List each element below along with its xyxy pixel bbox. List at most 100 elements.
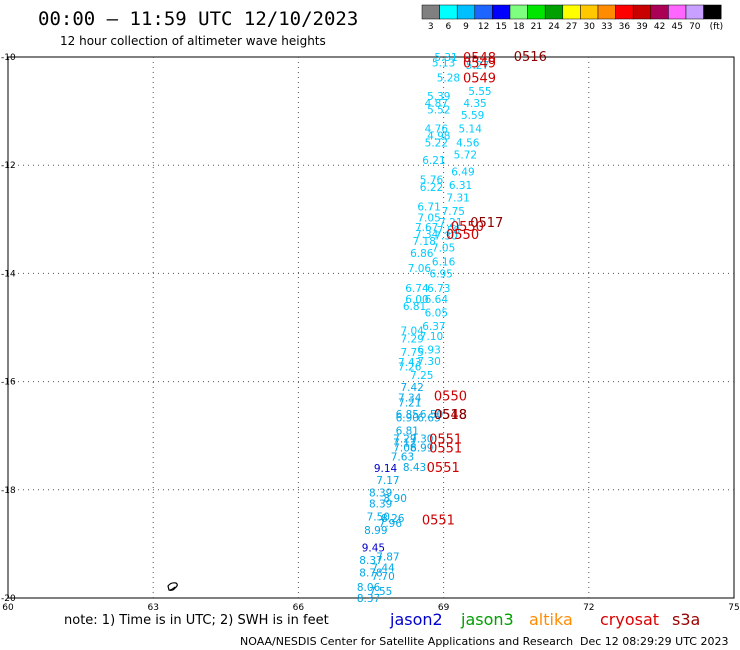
swh-value: 9.45 (362, 543, 385, 555)
swh-value: 7.10 (420, 331, 443, 343)
pass-time-label: 0548 (434, 408, 467, 423)
swh-value: 7.31 (446, 193, 469, 205)
x-tick-label: 72 (583, 603, 594, 613)
swh-value: 7.26 (398, 361, 422, 373)
swh-value: 4.98 (427, 130, 450, 142)
swh-values: 5.315.13 5.27 5.28 5.55 5.394.87 4.35 5.52 5.59… (357, 52, 492, 605)
y-tick-label: -10 (1, 53, 16, 63)
swh-value: 7.67 (415, 222, 438, 234)
swh-value: 7.12 (393, 438, 416, 450)
plot-frame (7, 56, 735, 599)
y-tick-label: -18 (1, 486, 16, 496)
swh-value: 8.37 (359, 555, 382, 567)
swh-value: 7.05 (417, 213, 440, 225)
swh-value: 7.17 (376, 475, 399, 487)
swh-value: 6.22 (420, 182, 443, 194)
swh-value: 8.90 (384, 493, 407, 505)
swh-value: 6.50 (420, 409, 443, 421)
swh-value: 6.74 (405, 283, 429, 295)
swh-value: 6.99 (410, 443, 433, 455)
y-tick-label: -20 (1, 594, 16, 604)
colorbar-swatch (597, 4, 616, 20)
pass-time-label: 0518 (434, 408, 467, 423)
swh-value: 7.06 (408, 263, 432, 275)
swh-value: 4.56 (456, 137, 480, 149)
swh-value: 8.78 (359, 568, 382, 580)
swh-value: 6.93 (417, 345, 440, 357)
swh-value: 7.04 (400, 326, 424, 338)
swh-value: 7.18 (413, 236, 436, 248)
swh-value: 7.30 (410, 433, 433, 445)
swh-value: 5.28 (437, 73, 460, 85)
colorbar-label: 70 (689, 22, 701, 32)
swh-value: 5.22 (425, 137, 448, 149)
pass-time-label: 0550 (451, 220, 484, 235)
colorbar-label: 33 (601, 22, 612, 32)
swh-value: 7.70 (371, 571, 394, 583)
swh-value: 8.37 (357, 593, 380, 605)
pass-time-label: 0551 (429, 442, 462, 457)
swh-value: 7.96 (379, 518, 403, 530)
pass-time-label: 0551 (429, 432, 462, 447)
chart-subtitle: 12 hour collection of altimeter wave hei… (60, 34, 326, 48)
pass-time-label: 0550 (446, 228, 479, 243)
colorbar-swatch (544, 4, 564, 20)
colorbar-label: 30 (583, 22, 595, 32)
satellite-legend-item: altika (529, 610, 573, 629)
colorbar-label: 18 (513, 22, 525, 32)
swh-value: 7.21 (398, 398, 421, 410)
swh-value: 6.49 (451, 167, 474, 179)
swh-value: 6.95 (429, 268, 452, 280)
swh-value: 7.42 (400, 382, 423, 394)
swh-value: 7.75 (400, 347, 423, 359)
pass-time-label: 0551 (422, 514, 455, 529)
y-tick-label: -16 (1, 378, 16, 388)
swh-value: 6.05 (425, 307, 448, 319)
x-tick-label: 63 (147, 603, 158, 613)
swh-value: 6.21 (422, 155, 445, 167)
colorbar-swatch (703, 4, 722, 20)
swh-value: 7.21 (439, 217, 462, 229)
satellite-legend-item: s3a (672, 610, 700, 629)
colorbar-label: 39 (636, 22, 648, 32)
swh-value: 7.29 (400, 333, 423, 345)
colorbar-label: 21 (531, 22, 542, 32)
swh-value: 8.99 (364, 525, 387, 537)
swh-value: 5.31 (434, 52, 457, 64)
swh-value: 9.14 (374, 463, 398, 475)
x-tick-label: 66 (293, 603, 305, 613)
colorbar-swatch (456, 4, 476, 20)
colorbar-swatch (509, 4, 528, 20)
swh-value: 7.63 (391, 451, 414, 463)
x-tick-label: 60 (2, 603, 14, 613)
pass-time-label: 0550 (434, 390, 467, 405)
swh-value: 4.76 (425, 123, 449, 135)
swh-value: 7.75 (442, 206, 465, 218)
swh-value: 7.58 (437, 225, 460, 237)
colorbar-label: 42 (654, 22, 665, 32)
swh-value: 5.55 (468, 86, 491, 98)
swh-value: 7.30 (434, 231, 457, 243)
swh-value: 6.90 (396, 412, 419, 424)
swh-value: 6.71 (417, 201, 440, 213)
colorbar-label: 6 (446, 22, 452, 32)
colorbar-label: 27 (566, 22, 577, 32)
colorbar-swatch (632, 4, 652, 20)
swh-value: 5.76 (420, 174, 444, 186)
pass-time-label: 0549 (463, 72, 496, 87)
colorbar-swatch (685, 4, 704, 20)
credit-right: Dec 12 08:29:29 UTC 2023 (580, 635, 728, 648)
swh-value: 6.31 (449, 180, 472, 192)
swh-value: 5.59 (461, 110, 484, 122)
swh-value: 4.35 (463, 98, 486, 110)
x-tick-label: 69 (438, 603, 450, 613)
swh-value: 6.37 (422, 321, 445, 333)
pass-time-label: 0548 (463, 51, 496, 66)
satellite-legend-item: cryosat (600, 610, 659, 629)
pass-time-label: 0551 (427, 461, 460, 476)
swh-value: 8.39 (369, 498, 392, 510)
swh-value: 6.86 (410, 248, 434, 260)
colorbar-swatch (492, 4, 511, 20)
swh-value: 7.05 (432, 242, 455, 254)
colorbar-label: 9 (463, 22, 469, 32)
